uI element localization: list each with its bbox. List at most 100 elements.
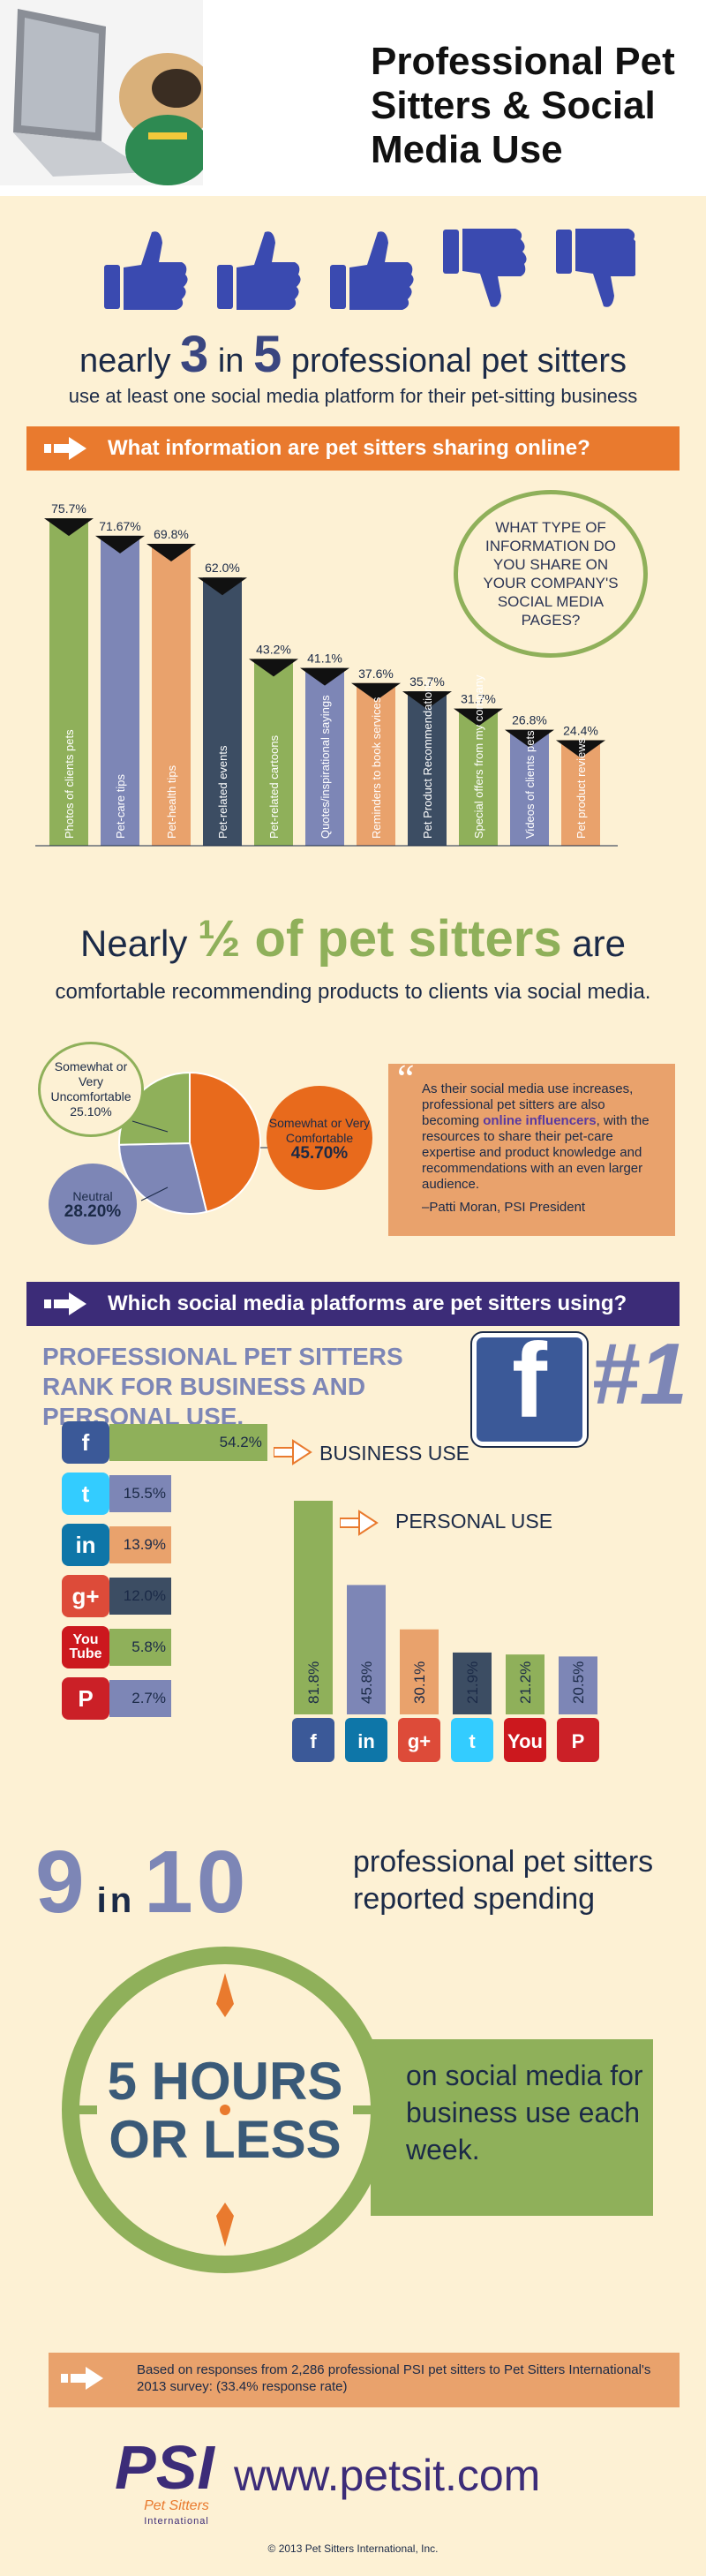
hours-box: on social media for business use each we… bbox=[371, 2039, 653, 2216]
pie-label-uncomfortable: Somewhat or Very Uncomfortable 25.10% bbox=[38, 1042, 144, 1137]
bar-8 bbox=[408, 691, 447, 846]
bar-value-label: 62.0% bbox=[205, 561, 240, 575]
pie-label-comfortable: Somewhat or Very Comfortable 45.70% bbox=[267, 1086, 372, 1190]
stat-denominator: 5 bbox=[253, 326, 282, 383]
stat-headline: nearly 3 in 5 professional pet sitters bbox=[0, 325, 706, 384]
bar-marker bbox=[454, 708, 503, 727]
pie-label-comfortable-text: Somewhat or Very Comfortable bbox=[268, 1115, 371, 1145]
personal-bar-label: 81.8% bbox=[305, 1661, 322, 1704]
pie-slice-1 bbox=[189, 1071, 261, 1213]
personal-use-label: PERSONAL USE bbox=[395, 1510, 553, 1533]
bar-marker bbox=[95, 535, 145, 554]
comfort-pie-chart bbox=[117, 1071, 261, 1215]
thumb-down-icon bbox=[556, 229, 635, 307]
personal-bar-label: 21.9% bbox=[464, 1661, 481, 1704]
youtube-icon: You Tube bbox=[62, 1626, 109, 1668]
thumb-down-icon bbox=[443, 229, 527, 307]
bar-category-label: Pet-care tips bbox=[114, 774, 127, 839]
bar-9 bbox=[459, 708, 498, 846]
personal-platform-icon bbox=[398, 1718, 440, 1762]
quote-text-after: , with the resources to share their pet-… bbox=[422, 1113, 650, 1192]
bar-marker bbox=[351, 682, 401, 701]
thumb-up-icon bbox=[330, 231, 414, 310]
pie-label-comfortable-value: 45.70% bbox=[290, 1143, 349, 1163]
personal-platform-icon-label: P bbox=[572, 1730, 585, 1752]
nine-big2: 10 bbox=[144, 1833, 250, 1932]
bar-value-label: 31.7% bbox=[461, 692, 496, 706]
stat-numerator: 3 bbox=[180, 326, 209, 383]
page-title: Professional Pet Sitters & Social Media … bbox=[371, 40, 675, 171]
pie-slice-2 bbox=[117, 1141, 208, 1215]
quote-mark: “ bbox=[397, 1057, 415, 1100]
bar-category-label: Pet Product Recommendations bbox=[421, 680, 434, 839]
quote-box: “ As their social media use increases, p… bbox=[388, 1057, 675, 1236]
personal-platform-icon-label: f bbox=[310, 1730, 317, 1752]
bar-value-label: 43.2% bbox=[256, 642, 291, 656]
bar-category-label: Videos of clients pets bbox=[523, 730, 537, 839]
bar-marker bbox=[300, 667, 349, 686]
bar-value-label: 37.6% bbox=[358, 667, 394, 681]
bar-value-label: 41.1% bbox=[307, 652, 342, 666]
bar-7 bbox=[357, 682, 395, 846]
personal-platform-icon-label: You bbox=[507, 1730, 543, 1752]
arrow-icon bbox=[274, 1439, 312, 1465]
bar-category-label: Special offers from my company bbox=[472, 674, 485, 839]
bar-marker bbox=[505, 729, 554, 748]
bar-category-label: Photos of clients pets bbox=[63, 729, 76, 839]
twitter-icon: t bbox=[62, 1473, 109, 1515]
copyright: © 2013 Pet Sitters International, Inc. bbox=[267, 2542, 439, 2555]
bar-value-label: 24.4% bbox=[563, 723, 598, 737]
personal-bar-5 bbox=[506, 1654, 545, 1714]
half-nearly: Nearly bbox=[80, 923, 188, 964]
stat-suffix: professional pet sitters bbox=[290, 343, 627, 380]
business-bar-2: 15.5% bbox=[109, 1475, 171, 1512]
bar-4 bbox=[203, 577, 242, 846]
facebook-icon: f bbox=[62, 1421, 109, 1464]
half-fraction: ½ of pet sitters bbox=[198, 910, 562, 968]
bar-value-label: 35.7% bbox=[409, 674, 445, 689]
arrow-icon bbox=[61, 2367, 103, 2390]
personal-platform-icon-label: t bbox=[469, 1730, 476, 1752]
quote-highlight: online influencers bbox=[483, 1113, 597, 1128]
personal-bar-3 bbox=[400, 1629, 439, 1714]
personal-platform-icon-label: g+ bbox=[408, 1730, 431, 1752]
website-link[interactable]: www.petsit.com bbox=[234, 2451, 541, 2500]
pie-label-neutral-text: Neutral bbox=[72, 1189, 113, 1203]
nine-big1: 9 bbox=[35, 1833, 88, 1932]
hours-text: 5 HOURS OR LESS bbox=[53, 2053, 397, 2169]
personal-bar-label: 30.1% bbox=[411, 1661, 428, 1704]
business-bar-6: 2.7% bbox=[109, 1680, 171, 1717]
personal-use-chart: 81.8% f 45.8% in 30.1% g+ 21.9% t 21.2% You 20.5% P bbox=[292, 1501, 599, 1762]
psi-logo: PSI bbox=[115, 2433, 214, 2502]
bar-category-label: Pet product reviews bbox=[575, 737, 588, 839]
business-use-label: BUSINESS USE bbox=[319, 1442, 469, 1465]
hours-line-2: OR LESS bbox=[109, 2110, 342, 2169]
arrow-icon bbox=[44, 1292, 86, 1315]
bar-category-label: Pet-related events bbox=[216, 745, 229, 839]
section-banner-sharing: What information are pet sitters sharing… bbox=[26, 426, 680, 471]
survey-note: Based on responses from 2,286 profession… bbox=[49, 2353, 680, 2407]
bar-marker bbox=[198, 577, 247, 596]
pie-label-neutral: Neutral 28.20% bbox=[49, 1164, 137, 1245]
sharing-bar-chart: 75.7% Photos of clients pets 71.67% Pet-car… bbox=[35, 501, 618, 847]
rank-text: PROFESSIONAL PET SITTERS RANK FOR BUSINE… bbox=[42, 1343, 403, 1430]
bar-value-label: 26.8% bbox=[512, 713, 547, 727]
personal-platform-icon bbox=[451, 1718, 493, 1762]
personal-platform-icon bbox=[504, 1718, 546, 1762]
clock-icon bbox=[62, 1947, 388, 2273]
bar-marker bbox=[402, 691, 452, 710]
personal-platform-icon bbox=[557, 1718, 599, 1762]
personal-bar-label: 21.2% bbox=[517, 1661, 534, 1704]
bar-value-label: 69.8% bbox=[154, 527, 189, 541]
bar-category-label: Quotes/inspirational sayings bbox=[319, 695, 332, 839]
personal-bar-label: 45.8% bbox=[358, 1661, 375, 1704]
section-banner-platforms: Which social media platforms are pet sit… bbox=[26, 1282, 680, 1326]
laptop-pug-illustration bbox=[0, 0, 203, 185]
personal-platform-icon-label: in bbox=[357, 1730, 375, 1752]
personal-bar-label: 20.5% bbox=[570, 1661, 587, 1704]
bar-10 bbox=[510, 729, 549, 846]
bar-5 bbox=[254, 659, 293, 846]
bar-marker bbox=[146, 543, 196, 561]
business-bar-4: 12.0% bbox=[109, 1578, 171, 1615]
bar-category-label: Reminders to book services bbox=[370, 697, 383, 839]
